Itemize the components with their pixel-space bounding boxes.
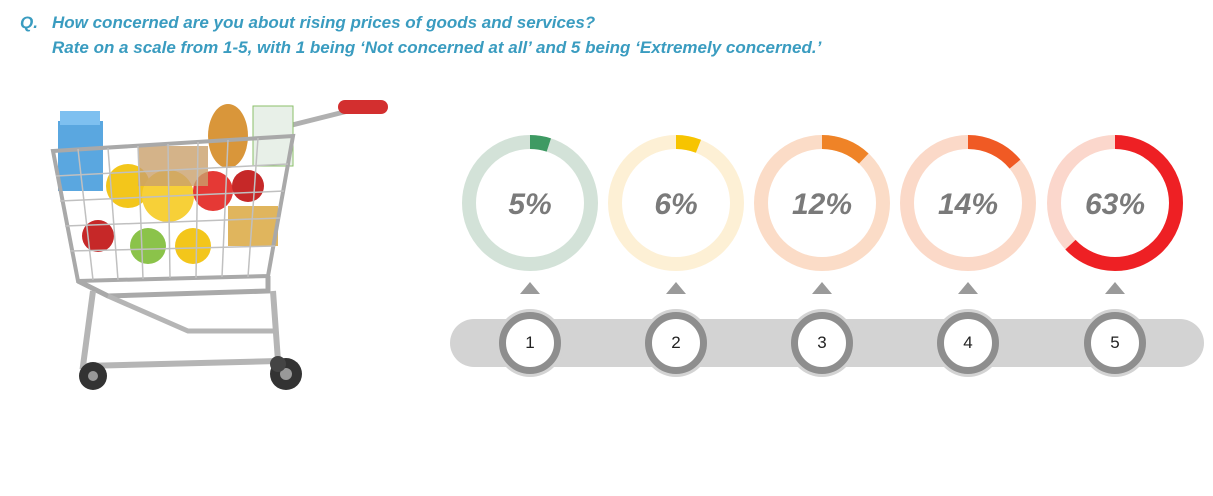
question-line-2: Rate on a scale from 1-5, with 1 being ‘… bbox=[52, 38, 822, 57]
donut-label-2: 6% bbox=[654, 188, 697, 221]
scale-node-3: 3 bbox=[791, 312, 853, 374]
donut-segment-2 bbox=[608, 135, 744, 271]
donut-segment-1 bbox=[462, 135, 598, 271]
donut-1: 5% bbox=[462, 135, 598, 271]
donut-2: 6% bbox=[608, 135, 744, 271]
scale-pointer-4 bbox=[958, 282, 978, 294]
scale-pointer-2 bbox=[666, 282, 686, 294]
donut-segment-4 bbox=[900, 135, 1036, 271]
scale-node-1: 1 bbox=[499, 312, 561, 374]
scale-node-5: 5 bbox=[1084, 312, 1146, 374]
donut-label-3: 12% bbox=[792, 188, 852, 221]
scale-pointer-1 bbox=[520, 282, 540, 294]
shopping-cart-illustration bbox=[38, 96, 398, 406]
question-line-1: Q. How concerned are you about rising pri… bbox=[20, 10, 821, 35]
question-main: How concerned are you about rising price… bbox=[52, 13, 596, 32]
scale-pointer-3 bbox=[812, 282, 832, 294]
donut-5: 63% bbox=[1047, 135, 1183, 271]
question-text: Q. How concerned are you about rising pri… bbox=[20, 10, 821, 60]
shopping-cart-icon bbox=[50, 100, 388, 390]
donut-segment-5 bbox=[1047, 135, 1183, 271]
donut-3: 12% bbox=[754, 135, 890, 271]
scale-node-4: 4 bbox=[937, 312, 999, 374]
scale-pointer-5 bbox=[1105, 282, 1125, 294]
question-prefix: Q. bbox=[20, 13, 38, 32]
donut-charts: 5% 6% 12% 14% 63% bbox=[462, 135, 1183, 271]
scale-node-2: 2 bbox=[645, 312, 707, 374]
donut-label-4: 14% bbox=[938, 188, 998, 221]
donut-label-1: 5% bbox=[508, 188, 551, 221]
donut-segment-3 bbox=[754, 135, 890, 271]
donut-label-5: 63% bbox=[1085, 188, 1145, 221]
donut-4: 14% bbox=[900, 135, 1036, 271]
